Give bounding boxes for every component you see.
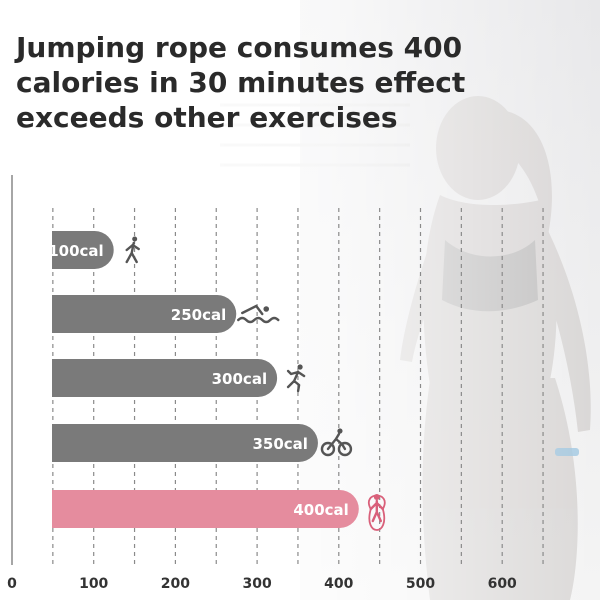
x-tick-label: 200	[161, 576, 190, 592]
bar-running	[52, 359, 278, 397]
chart-title: Jumping rope consumes 400 calories in 30…	[16, 31, 466, 134]
x-tick-label: 500	[406, 576, 435, 592]
swimming-icon	[237, 304, 280, 324]
exercise-icons	[125, 236, 386, 531]
bars	[52, 231, 359, 528]
bar-value-label: 250cal	[171, 306, 226, 324]
bar-value-label: 400cal	[293, 501, 348, 519]
jump-rope-icon	[368, 494, 386, 531]
x-axis-ticks: 0 100 200 300 400 500 600	[7, 576, 517, 592]
x-tick-label: 300	[242, 576, 271, 592]
bar-value-label: 100cal	[48, 242, 103, 260]
bar-jumping-rope	[52, 490, 359, 528]
x-tick-label: 100	[79, 576, 108, 592]
bar-value-label: 350cal	[252, 435, 307, 453]
running-icon	[286, 364, 306, 393]
bar-value-label: 300cal	[212, 370, 267, 388]
bar-walking	[52, 231, 114, 269]
bar-cycling	[52, 424, 318, 462]
bar-swimming	[52, 295, 237, 333]
x-tick-label: 600	[488, 576, 517, 592]
cycling-icon	[320, 428, 353, 457]
walking-icon	[125, 236, 140, 264]
x-tick-label: 0	[7, 576, 17, 592]
x-tick-label: 400	[324, 576, 353, 592]
data-labels: 100cal 250cal 300cal 350cal 400cal	[48, 242, 349, 519]
